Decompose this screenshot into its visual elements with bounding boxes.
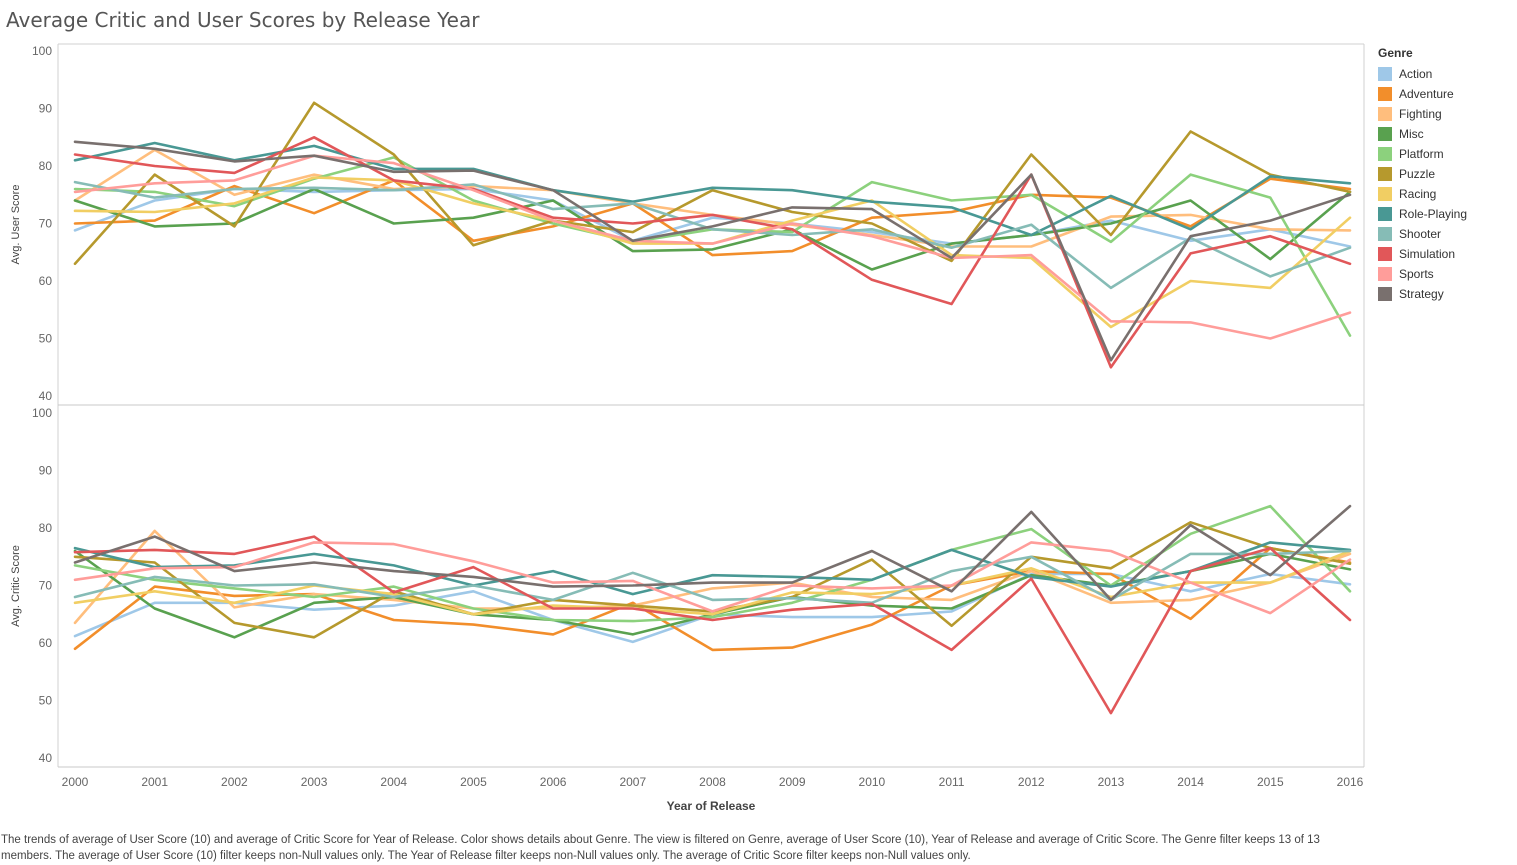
legend-label: Role-Playing bbox=[1399, 207, 1468, 221]
x-axis-label: Year of Release bbox=[667, 799, 756, 813]
series-line-shooter-critic[interactable] bbox=[73, 549, 1352, 605]
legend-swatch bbox=[1378, 67, 1392, 81]
x-tick-label: 2008 bbox=[699, 775, 726, 789]
y-tick-label: 80 bbox=[39, 521, 53, 535]
legend-swatch bbox=[1378, 247, 1392, 261]
legend-item-platform[interactable]: Platform bbox=[1378, 144, 1467, 164]
legend-label: Simulation bbox=[1399, 247, 1456, 261]
panel-1: 40 50 60 70 80 90 100 Avg. User Score bbox=[10, 44, 1352, 403]
series-line-role-playing-critic[interactable] bbox=[73, 541, 1352, 596]
x-tick-label: 2003 bbox=[301, 775, 328, 789]
y-axis-label: Avg. Critic Score bbox=[10, 545, 22, 627]
y-axis-label: Avg. User Score bbox=[10, 185, 22, 265]
y-tick-label: 70 bbox=[39, 579, 53, 593]
legend-swatch bbox=[1378, 127, 1392, 141]
series-line-strategy-user[interactable] bbox=[73, 140, 1352, 362]
series-line-platform-critic[interactable] bbox=[73, 504, 1352, 623]
x-tick-label: 2011 bbox=[939, 775, 965, 789]
y-tick-label: 60 bbox=[39, 636, 53, 650]
series-line-puzzle-user[interactable] bbox=[73, 101, 1352, 266]
legend-swatch bbox=[1378, 147, 1392, 161]
legend-item-racing[interactable]: Racing bbox=[1378, 184, 1467, 204]
y-tick-label: 40 bbox=[39, 389, 53, 403]
x-tick-label: 2013 bbox=[1098, 775, 1125, 789]
y-tick-label: 50 bbox=[39, 694, 53, 708]
series-line-simulation-user[interactable] bbox=[73, 136, 1352, 369]
legend-swatch bbox=[1378, 227, 1392, 241]
legend-item-adventure[interactable]: Adventure bbox=[1378, 84, 1467, 104]
series-line-fighting-critic[interactable] bbox=[73, 529, 1352, 625]
legend-label: Fighting bbox=[1399, 107, 1442, 121]
legend-title: Genre bbox=[1378, 46, 1413, 60]
x-tick-label: 2009 bbox=[779, 775, 806, 789]
y-tick-label: 50 bbox=[39, 332, 53, 346]
y-tick-label: 60 bbox=[39, 274, 53, 288]
legend: Genre Action Adventure Fighting Misc Platfor… bbox=[1378, 46, 1467, 304]
y-tick-label: 80 bbox=[39, 159, 53, 173]
y-tick-label: 90 bbox=[39, 464, 53, 478]
x-tick-label: 2016 bbox=[1337, 775, 1364, 789]
series-line-strategy-critic[interactable] bbox=[73, 504, 1352, 602]
x-tick-label: 2007 bbox=[619, 775, 646, 789]
x-tick-label: 2005 bbox=[460, 775, 487, 789]
legend-label: Sports bbox=[1399, 267, 1434, 281]
y-tick-label: 100 bbox=[32, 406, 52, 420]
page-title: Average Critic and User Scores by Releas… bbox=[6, 8, 480, 32]
line-chart[interactable]: 40 50 60 70 80 90 100 Avg. User Score 40 50 60 70 80… bbox=[0, 0, 1370, 830]
x-tick-label: 2002 bbox=[221, 775, 248, 789]
chart-caption: The trends of average of User Score (10)… bbox=[1, 834, 1320, 862]
series-line-platform-user[interactable] bbox=[73, 156, 1352, 337]
x-tick-label: 2004 bbox=[380, 775, 407, 789]
series-line-misc-user[interactable] bbox=[73, 187, 1352, 271]
legend-item-simulation[interactable]: Simulation bbox=[1378, 244, 1467, 264]
legend-label: Strategy bbox=[1399, 287, 1444, 301]
legend-item-role-playing[interactable]: Role-Playing bbox=[1378, 204, 1467, 224]
legend-swatch bbox=[1378, 267, 1392, 281]
y-tick-label: 70 bbox=[39, 217, 53, 231]
legend-label: Adventure bbox=[1399, 87, 1454, 101]
legend-item-strategy[interactable]: Strategy bbox=[1378, 284, 1467, 304]
legend-item-shooter[interactable]: Shooter bbox=[1378, 224, 1467, 244]
legend-swatch bbox=[1378, 107, 1392, 121]
y-tick-label: 100 bbox=[32, 44, 52, 58]
x-tick-label: 2000 bbox=[62, 775, 89, 789]
x-tick-label: 2014 bbox=[1177, 775, 1204, 789]
legend-swatch bbox=[1378, 167, 1392, 181]
legend-swatch bbox=[1378, 207, 1392, 221]
legend-item-fighting[interactable]: Fighting bbox=[1378, 104, 1467, 124]
series-line-sports-critic[interactable] bbox=[73, 541, 1352, 615]
x-tick-label: 2010 bbox=[859, 775, 886, 789]
series-line-action-user[interactable] bbox=[73, 187, 1352, 248]
series-line-role-playing-user[interactable] bbox=[73, 141, 1352, 237]
panel-2: 40 50 60 70 80 90 100 Avg. Critic Score bbox=[10, 406, 1352, 765]
x-tick-label: 2001 bbox=[141, 775, 168, 789]
legend-label: Action bbox=[1399, 67, 1433, 81]
legend-label: Shooter bbox=[1399, 227, 1442, 241]
legend-label: Misc bbox=[1399, 127, 1424, 141]
x-tick-label: 2012 bbox=[1018, 775, 1045, 789]
x-tick-label: 2006 bbox=[540, 775, 567, 789]
x-tick-label: 2015 bbox=[1257, 775, 1284, 789]
legend-item-misc[interactable]: Misc bbox=[1378, 124, 1467, 144]
legend-label: Puzzle bbox=[1399, 167, 1436, 181]
legend-swatch bbox=[1378, 187, 1392, 201]
legend-label: Racing bbox=[1399, 187, 1437, 201]
legend-swatch bbox=[1378, 87, 1392, 101]
legend-item-puzzle[interactable]: Puzzle bbox=[1378, 164, 1467, 184]
legend-label: Platform bbox=[1399, 147, 1444, 161]
series-line-simulation-critic[interactable] bbox=[73, 535, 1352, 715]
series-line-sports-user[interactable] bbox=[73, 154, 1352, 340]
legend-swatch bbox=[1378, 287, 1392, 301]
series-line-racing-critic[interactable] bbox=[73, 549, 1352, 616]
legend-item-action[interactable]: Action bbox=[1378, 64, 1467, 84]
series-line-shooter-user[interactable] bbox=[73, 180, 1352, 290]
legend-item-sports[interactable]: Sports bbox=[1378, 264, 1467, 284]
y-tick-label: 90 bbox=[39, 102, 53, 116]
y-tick-label: 40 bbox=[39, 751, 53, 765]
